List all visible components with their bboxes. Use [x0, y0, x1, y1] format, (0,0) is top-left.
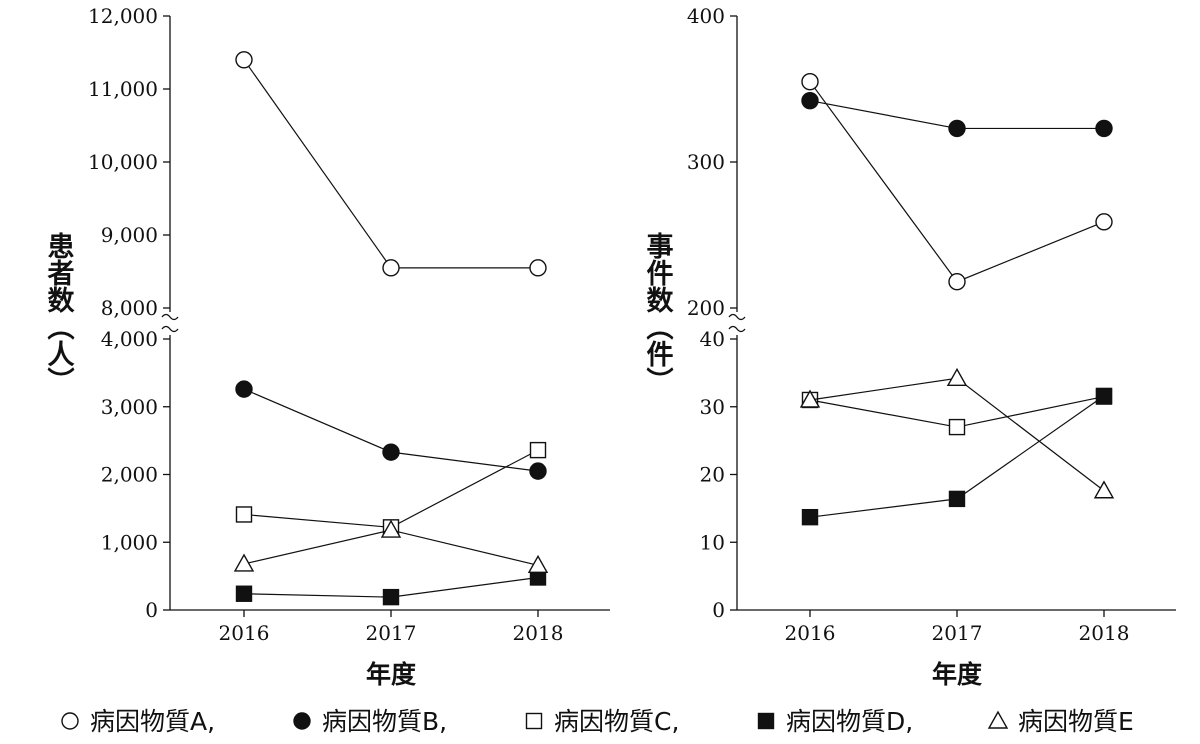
y-tick-label-upper: 9,000: [101, 223, 158, 247]
x-tick-label: 2016: [219, 621, 270, 645]
y-tick-label-upper: 8,000: [101, 296, 158, 320]
data-point: [380, 519, 402, 538]
legend-label: 病因物質E: [1018, 707, 1134, 736]
data-point: [527, 554, 549, 573]
data-point: [1095, 213, 1113, 231]
legend: 病因物質A, 病因物質B, 病因物質C, 病因物質D, 病因物質E: [61, 707, 1134, 736]
y-tick-label-upper: 400: [687, 4, 725, 28]
y-tick-label-lower: 4,000: [101, 327, 158, 351]
series-5: [799, 367, 1115, 499]
y-tick-label-lower: 0: [145, 598, 158, 622]
y-tick-label-upper: 300: [687, 150, 725, 174]
x-tick-label: 2017: [932, 621, 983, 645]
data-point: [382, 259, 400, 277]
series-3: [801, 388, 1113, 436]
legend-item: 病因物質B,: [293, 707, 447, 736]
data-point: [529, 259, 547, 277]
y-tick-label-lower: 1,000: [101, 530, 158, 554]
y-tick-label-lower: 2,000: [101, 463, 158, 487]
y-axis-label: 患者数（人）: [43, 232, 75, 394]
data-point: [235, 380, 253, 398]
y-tick-label-upper: 11,000: [88, 77, 158, 101]
data-point: [235, 51, 253, 69]
axis-break-mark: [161, 313, 179, 321]
series-line: [809, 81, 1105, 283]
series-line: [243, 59, 538, 269]
data-point: [801, 508, 819, 526]
legend-marker: [293, 712, 311, 730]
data-point: [948, 490, 966, 508]
incidents-chart: 200 300 400 0 10 20 30 40 2016 2017 2018 年度 事件数（件）: [642, 4, 1176, 689]
data-point: [529, 441, 547, 459]
data-point: [1093, 480, 1115, 499]
legend-item: 病因物質D,: [757, 707, 913, 736]
y-tick-label-lower: 20: [700, 463, 725, 487]
data-point: [946, 367, 968, 386]
data-point: [801, 91, 819, 110]
x-axis-label: 年度: [932, 660, 982, 689]
series-1: [801, 72, 1113, 291]
legend-item: 病因物質C,: [525, 707, 679, 736]
data-point: [235, 506, 253, 523]
series-2: [801, 91, 1113, 138]
y-tick-label-lower: 0: [712, 598, 725, 622]
axis-break-mark: [161, 325, 179, 333]
data-point: [235, 585, 253, 602]
legend-label: 病因物質B,: [322, 707, 447, 736]
series-2: [235, 380, 547, 480]
data-point: [1095, 387, 1113, 405]
patients-chart: 8,000 9,000 10,000 11,000 12,000 0 1,000 2,000 3…: [43, 4, 610, 689]
legend-item: 病因物質E: [987, 707, 1134, 736]
data-point: [529, 462, 547, 480]
series-4: [801, 387, 1113, 526]
x-tick-label: 2018: [1079, 621, 1130, 645]
y-tick-label-lower: 40: [700, 327, 725, 351]
legend-marker: [61, 712, 79, 730]
data-point: [233, 553, 255, 572]
y-tick-label-lower: 10: [700, 530, 725, 554]
series-5: [233, 519, 549, 573]
y-tick-label-upper: 12,000: [88, 4, 158, 28]
axis-break-mark: [728, 325, 746, 333]
legend-label: 病因物質D,: [786, 707, 913, 736]
y-tick-label-lower: 30: [700, 395, 725, 419]
data-point: [948, 418, 966, 436]
y-tick-label-upper: 200: [687, 296, 725, 320]
axis-break-mark: [728, 313, 746, 321]
series-1: [235, 51, 547, 277]
legend-marker: [987, 710, 1009, 729]
legend-marker: [525, 712, 543, 730]
data-point: [382, 443, 400, 461]
x-tick-label: 2017: [366, 621, 417, 645]
data-point: [382, 588, 400, 606]
legend-marker: [757, 712, 775, 730]
data-point: [801, 72, 819, 91]
series-4: [235, 569, 547, 606]
data-point: [1095, 119, 1113, 138]
legend-label: 病因物質A,: [90, 707, 215, 736]
y-tick-label-upper: 10,000: [88, 150, 158, 174]
series-line: [243, 449, 539, 528]
y-axis-label: 事件数（件）: [642, 232, 674, 394]
data-point: [948, 273, 966, 291]
legend-label: 病因物質C,: [554, 707, 679, 736]
x-tick-label: 2018: [513, 621, 564, 645]
data-point: [948, 119, 966, 138]
x-tick-label: 2016: [785, 621, 836, 645]
legend-item: 病因物質A,: [61, 707, 215, 736]
x-axis-label: 年度: [366, 660, 416, 689]
y-tick-label-lower: 3,000: [101, 395, 158, 419]
data-point: [799, 389, 821, 408]
